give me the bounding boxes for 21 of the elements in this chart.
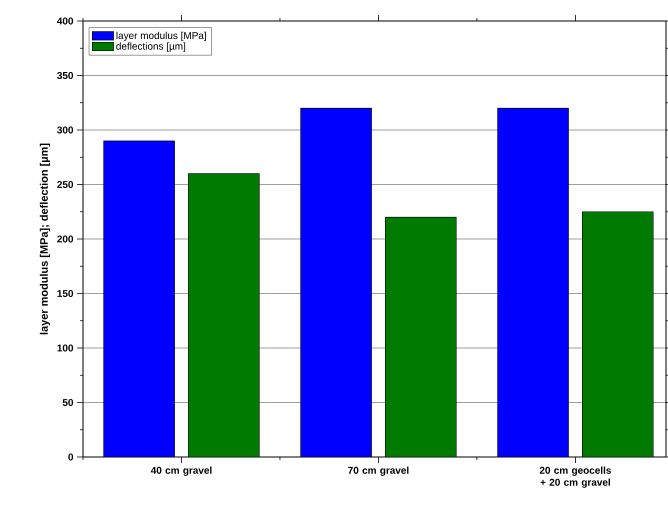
y-tick-label: 250 [57, 180, 74, 188]
bar [300, 108, 372, 457]
legend-label: deflections [µm] [116, 42, 186, 52]
x-tick-label: 70 cm gravel [348, 466, 408, 476]
y-tick-label: 350 [57, 72, 74, 80]
y-tick-label: 300 [57, 126, 74, 134]
bar [103, 140, 175, 457]
y-tick-label: 400 [57, 17, 74, 25]
x-tick-label: 40 cm gravel [150, 466, 212, 476]
y-tick-label: 200 [57, 235, 74, 243]
y-tick-label: 100 [57, 344, 74, 352]
x-tick-label: 20 cm geocells + 20 cm gravel [540, 466, 611, 488]
y-axis-title: layer modulus [MPa]; deflection [µm] [40, 144, 50, 334]
bar [385, 216, 457, 457]
y-tick-label: 0 [68, 453, 74, 461]
y-tick-label: 50 [62, 398, 74, 406]
y-tick-label: 150 [57, 290, 74, 298]
bar [582, 211, 654, 457]
bar [497, 108, 569, 457]
bar [188, 173, 260, 457]
legend-label: layer modulus [MPa] [116, 32, 206, 41]
